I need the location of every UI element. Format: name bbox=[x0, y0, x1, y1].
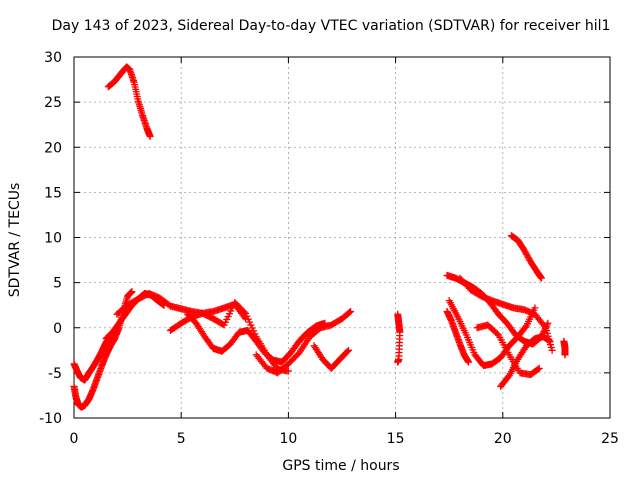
data-marks bbox=[70, 63, 569, 411]
chart-title: Day 143 of 2023, Sidereal Day-to-day VTE… bbox=[52, 18, 611, 34]
y-tick-label: 0 bbox=[53, 321, 62, 337]
data-point bbox=[343, 347, 351, 355]
y-axis-label: SDTVAR / TECUs bbox=[7, 183, 23, 298]
data-point bbox=[284, 367, 292, 375]
data-point bbox=[240, 308, 248, 316]
data-point bbox=[493, 330, 501, 338]
data-point bbox=[546, 337, 554, 345]
data-point bbox=[347, 308, 355, 316]
data-point bbox=[535, 364, 543, 372]
y-tick-label: 30 bbox=[44, 50, 62, 66]
data-point bbox=[561, 351, 569, 359]
y-tick-label: 25 bbox=[44, 95, 62, 111]
data-point bbox=[128, 288, 136, 296]
series-track-high-late bbox=[507, 232, 545, 282]
series-track-15h bbox=[394, 310, 404, 366]
series-track-early-b bbox=[70, 329, 119, 384]
x-tick-label: 5 bbox=[177, 431, 186, 447]
data-point bbox=[464, 358, 472, 366]
x-tick-label: 10 bbox=[279, 431, 297, 447]
data-point bbox=[534, 365, 542, 373]
series-track-late-e bbox=[497, 333, 554, 390]
y-tick-label: -5 bbox=[48, 366, 62, 382]
y-tick-label: 20 bbox=[44, 140, 62, 156]
x-axis-label: GPS time / hours bbox=[282, 458, 399, 474]
data-point bbox=[344, 346, 352, 354]
data-point bbox=[537, 274, 545, 282]
data-point bbox=[548, 346, 556, 354]
x-tick-label: 0 bbox=[70, 431, 79, 447]
grid bbox=[74, 57, 610, 418]
x-tick-label: 20 bbox=[494, 431, 512, 447]
axis-ticks: 0 5 10 15 20 25 -10 -5 0 5 10 15 20 25 30 bbox=[39, 50, 619, 447]
series-track-mid-d bbox=[252, 308, 355, 377]
y-tick-label: 5 bbox=[53, 276, 62, 292]
series-track-22-8 bbox=[560, 337, 569, 359]
data-point bbox=[521, 323, 529, 331]
data-point bbox=[146, 132, 154, 140]
series-track-late-mid bbox=[310, 342, 352, 372]
x-tick-label: 25 bbox=[601, 431, 619, 447]
y-tick-label: -10 bbox=[39, 411, 62, 427]
series-track-late-d bbox=[473, 321, 543, 379]
x-tick-label: 15 bbox=[387, 431, 405, 447]
series-track-high-early bbox=[104, 63, 154, 140]
data-point bbox=[394, 358, 402, 366]
data-point bbox=[346, 308, 354, 316]
data-point bbox=[531, 304, 539, 312]
series-track-late-f bbox=[443, 308, 472, 366]
y-tick-label: 15 bbox=[44, 185, 62, 201]
y-tick-label: 10 bbox=[44, 231, 62, 247]
